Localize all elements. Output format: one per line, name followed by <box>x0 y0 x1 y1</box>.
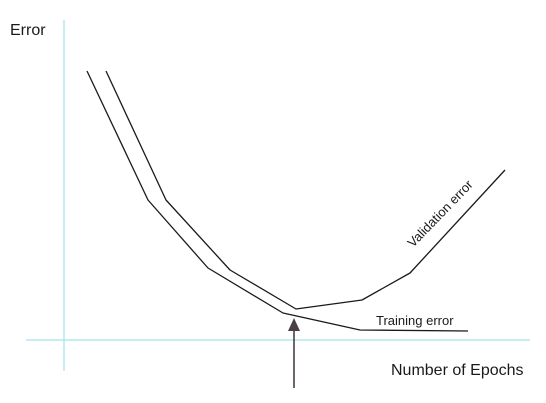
validation-error-curve <box>105 70 506 310</box>
y-axis-label: Error <box>10 22 46 39</box>
training-error-curve <box>86 70 469 332</box>
training-error-label: Training error <box>376 313 454 328</box>
arrow-head-icon <box>288 318 300 331</box>
x-axis-label: Number of Epochs <box>391 362 524 379</box>
early-stopping-arrow <box>288 318 300 388</box>
